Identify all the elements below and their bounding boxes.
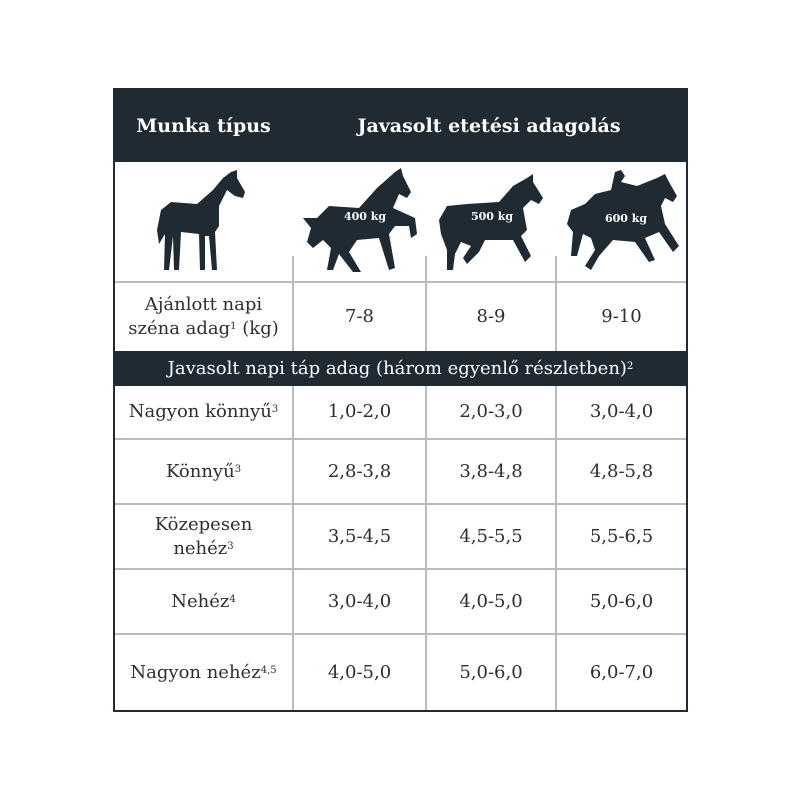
row-label-line: Nagyon nehéz4,5 — [130, 661, 276, 685]
row-label-text: Nehéz — [171, 590, 230, 612]
grid-line — [292, 386, 294, 710]
grid-line — [115, 568, 686, 570]
grid-line — [555, 283, 557, 351]
header-work-type: Munka típus — [115, 90, 292, 162]
hay-value: 9-10 — [601, 306, 642, 327]
row-label: Közepesen nehéz3 — [115, 505, 292, 568]
hay-value: 7-8 — [345, 306, 374, 327]
feed-value: 3,8-4,8 — [459, 460, 523, 482]
row-label-text: nehéz — [173, 537, 228, 559]
feed-value: 4,5-5,5 — [459, 525, 523, 547]
hay-label-text: széna adag — [128, 318, 231, 339]
standing-horse-icon — [157, 170, 245, 270]
grid-line — [115, 633, 686, 635]
row-label-line1: Közepesen — [154, 513, 253, 535]
feed-value: 4,0-5,0 — [327, 661, 392, 683]
feed-value: 4,0-5,0 — [459, 590, 523, 612]
grid-line — [115, 438, 686, 440]
feed-value: 5,5-6,5 — [589, 525, 654, 547]
footnote: 3 — [234, 463, 242, 475]
row-label-line: Nagyon könnyű3 — [129, 400, 278, 424]
weight-label: 500 kg — [471, 210, 514, 223]
grid-line — [115, 503, 686, 505]
footnote: 3 — [271, 404, 279, 415]
row-label-text: Nagyon könnyű — [128, 401, 272, 422]
footnote: 4,5 — [260, 664, 277, 676]
row-label-text: Nagyon nehéz — [130, 661, 261, 683]
hay-unit: (kg) — [242, 318, 279, 339]
row-label: Nagyon könnyű3 — [115, 386, 292, 438]
grid-line — [555, 256, 557, 282]
feed-value: 3,0-4,0 — [327, 590, 392, 612]
grid-line — [425, 256, 427, 282]
footnote: 1 — [230, 321, 237, 332]
grid-line — [292, 283, 294, 351]
row-label-line: Nehéz4 — [171, 590, 236, 614]
feed-value: 5,0-6,0 — [589, 590, 654, 612]
horse-with-rider-icon — [567, 170, 679, 270]
row-label-line: nehéz3 — [173, 537, 233, 561]
grid-line — [292, 256, 294, 282]
feed-value: 3,5-4,5 — [327, 525, 392, 547]
footnote: 4 — [229, 593, 236, 605]
footnote: 3 — [227, 540, 234, 552]
feeding-table: Munka típus Javasolt etetési adagolás 40… — [113, 88, 688, 712]
feed-title-text: Javasolt napi táp adag (három egyenlő ré… — [167, 357, 627, 379]
feed-value: 6,0-7,0 — [589, 661, 654, 683]
feed-value: 5,0-6,0 — [459, 661, 523, 683]
grid-line — [115, 281, 686, 283]
weight-label: 600 kg — [605, 212, 648, 225]
hay-value: 8-9 — [476, 306, 506, 327]
hay-label: Ajánlott napi széna adag1 (kg) — [115, 283, 292, 351]
hay-label-line1: Ajánlott napi — [144, 294, 263, 315]
feed-section-title: Javasolt napi táp adag (három egyenlő ré… — [115, 351, 686, 386]
weight-label: 400 kg — [344, 210, 387, 223]
trotting-horse-icon — [439, 174, 543, 270]
feed-value: 4,8-5,8 — [589, 460, 654, 482]
header-feeding: Javasolt etetési adagolás — [292, 90, 686, 162]
row-label: Nehéz4 — [115, 570, 292, 633]
feed-value: 3,0-4,0 — [589, 401, 654, 422]
row-label-line: Könnyű3 — [166, 460, 241, 484]
grid-line — [555, 386, 557, 710]
prancing-horse-icon — [303, 168, 417, 272]
row-label: Nagyon nehéz4,5 — [115, 635, 292, 710]
row-label: Könnyű3 — [115, 440, 292, 503]
feed-value: 1,0-2,0 — [327, 401, 392, 422]
footnote: 2 — [626, 360, 634, 372]
feed-value: 2,0-3,0 — [459, 401, 523, 422]
grid-line — [425, 386, 427, 710]
row-label-text: Könnyű — [165, 460, 235, 482]
hay-label-line2: széna adag1 (kg) — [128, 317, 279, 341]
feed-value: 2,8-3,8 — [327, 460, 392, 482]
grid-line — [425, 283, 427, 351]
